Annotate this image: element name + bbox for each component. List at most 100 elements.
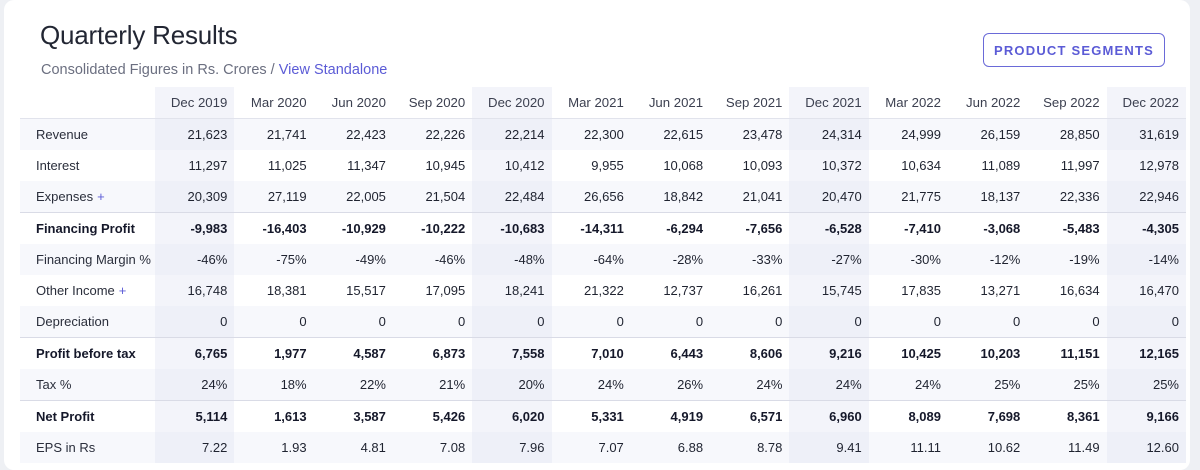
table-cell: 13,271 xyxy=(980,283,1021,298)
table-cell: 11,297 xyxy=(155,150,235,181)
table-cell: 18% xyxy=(234,369,314,401)
table-row: Expenses +20,309 27,119 22,005 21,504 22,484 2… xyxy=(20,181,1186,213)
column-header: Jun 2021 xyxy=(630,87,711,119)
column-header: Mar 2020 xyxy=(234,87,314,119)
table-row: Revenue 21,623 21,741 22,423 22,226 22,214 22,… xyxy=(20,118,1186,150)
view-standalone-link[interactable]: View Standalone xyxy=(278,62,388,78)
table-cell: 22,214 xyxy=(472,118,552,150)
table-cell: -46% xyxy=(155,244,235,275)
row-label-text: Expenses xyxy=(36,189,94,204)
table-cell: 6,571 xyxy=(710,400,790,432)
table-cell: 3,587 xyxy=(313,400,393,432)
table-cell: -75% xyxy=(234,244,314,275)
expand-plus-icon[interactable]: + xyxy=(118,283,127,298)
table-cell: 0 xyxy=(313,306,393,338)
table-cell: -10,929 xyxy=(313,212,393,244)
table-cell: 0 xyxy=(710,306,790,338)
table-cell: 10,093 xyxy=(742,158,783,173)
column-header: Jun 2022 xyxy=(947,87,1028,119)
column-header: Sep 2020 xyxy=(392,87,473,119)
table-cell: 18,137 xyxy=(947,181,1028,213)
row-label-text: EPS in Rs xyxy=(36,440,96,455)
row-label: Revenue xyxy=(20,118,156,150)
row-label[interactable]: Other Income + xyxy=(20,275,155,306)
row-label-text: Tax % xyxy=(36,377,72,392)
table-cell: 22,423 xyxy=(313,118,393,150)
table-cell: -12% xyxy=(947,244,1028,275)
table-cell: 15,517 xyxy=(346,283,386,298)
table-cell: 1,977 xyxy=(234,337,314,369)
table-cell: 8,606 xyxy=(710,337,790,369)
table-cell: 28,850 xyxy=(1027,118,1107,150)
table-cell: 10,068 xyxy=(663,158,704,173)
table-cell: 9,166 xyxy=(1106,400,1186,432)
table-row: Financing Margin % -46% -75% -49% -46% -48% -6… xyxy=(20,244,1186,275)
table-cell: 7.22 xyxy=(155,432,235,463)
table-cell: 20% xyxy=(472,369,552,401)
table-cell: 10,372 xyxy=(789,150,869,181)
table-cell: 25% xyxy=(1027,369,1107,401)
table-cell: 18,381 xyxy=(266,283,307,298)
table-cell: 7.96 xyxy=(472,432,552,463)
table-cell: 21,322 xyxy=(584,283,624,298)
column-header: Jun 2020 xyxy=(313,87,393,119)
table-cell: -33% xyxy=(710,244,790,275)
row-label-text: Profit before tax xyxy=(36,346,136,361)
header-blank-cell xyxy=(20,87,156,119)
table-row: Tax % 24% 18% 22% 21% 20% 24% 26% 24% 24% 24% 25% 25… xyxy=(20,369,1186,401)
table-cell: 0 xyxy=(630,306,711,338)
table-cell: 5,114 xyxy=(155,400,235,432)
row-label[interactable]: Expenses + xyxy=(20,181,156,213)
table-cell: 4.81 xyxy=(313,432,393,463)
table-cell: 4,587 xyxy=(313,337,393,369)
table-cell: 24% xyxy=(551,369,631,401)
table-cell: 0 xyxy=(472,306,552,338)
table-cell: 0 xyxy=(155,306,235,338)
table-row: Interest 11,297 11,025 11,347 10,945 10,412 9,… xyxy=(20,150,1186,181)
table-cell: 0 xyxy=(868,306,948,338)
table-cell: 16,470 xyxy=(1106,275,1186,306)
results-table: Dec 2019 Mar 2020 Jun 2020 Sep 2020 Dec 2020… xyxy=(20,87,1186,463)
table-cell: 0 xyxy=(1027,306,1107,338)
table-cell: 20,470 xyxy=(789,181,869,213)
table-row: Profit before tax 6,765 1,977 4,587 6,873 7,5… xyxy=(20,337,1186,369)
row-label-text: Net Profit xyxy=(36,409,95,424)
table-cell: -48% xyxy=(472,244,552,275)
table-cell: 22,946 xyxy=(1106,181,1186,213)
table-cell: -9,983 xyxy=(155,212,235,244)
table-cell: -14% xyxy=(1106,244,1186,275)
product-segments-button[interactable]: PRODUCT SEGMENTS xyxy=(983,33,1165,67)
table-cell: 26,656 xyxy=(551,181,631,213)
table-cell: 26,159 xyxy=(947,118,1028,150)
table-cell: 10,203 xyxy=(947,337,1028,369)
table-cell: 11,997 xyxy=(1060,158,1100,173)
table-cell: 4,919 xyxy=(630,400,711,432)
page-title: Quarterly Results xyxy=(40,20,238,50)
table-cell: 12,978 xyxy=(1106,150,1186,181)
table-cell: 21,041 xyxy=(710,181,790,213)
table-row: EPS in Rs 7.22 1.93 4.81 7.08 7.96 7.07 6.88 8.7… xyxy=(20,432,1186,463)
table-cell: -28% xyxy=(630,244,711,275)
table-cell: 12.60 xyxy=(1106,432,1186,463)
column-header: Dec 2020 xyxy=(472,87,552,119)
table-cell: 22,484 xyxy=(472,181,552,213)
table-cell: 18,241 xyxy=(472,275,552,306)
table-cell: -6,294 xyxy=(630,212,711,244)
table-cell: -10,683 xyxy=(472,212,552,244)
table-cell: -5,483 xyxy=(1027,212,1107,244)
table-cell: 10,412 xyxy=(472,150,552,181)
table-cell: 16,261 xyxy=(742,283,783,298)
expand-plus-icon[interactable]: + xyxy=(97,189,105,204)
table-cell: 24% xyxy=(155,369,235,401)
table-cell: 24,999 xyxy=(868,118,948,150)
table-cell: 16,634 xyxy=(1059,283,1100,298)
table-cell: 18,842 xyxy=(630,181,711,213)
table-cell: 10,425 xyxy=(868,337,948,369)
table-cell: 25% xyxy=(947,369,1028,401)
column-header: Dec 2022 xyxy=(1106,87,1186,119)
table-cell: -3,068 xyxy=(947,212,1028,244)
row-label: EPS in Rs xyxy=(20,432,156,463)
table-cell: 24% xyxy=(868,369,948,401)
table-cell: 5,426 xyxy=(392,400,473,432)
table-cell: 24% xyxy=(789,369,869,401)
